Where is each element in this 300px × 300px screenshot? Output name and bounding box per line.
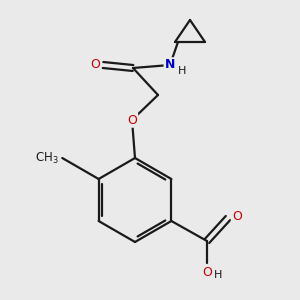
Text: O: O bbox=[90, 58, 100, 71]
Text: H: H bbox=[178, 66, 186, 76]
Text: O: O bbox=[127, 113, 137, 127]
Text: CH$_3$: CH$_3$ bbox=[34, 150, 58, 166]
Text: H: H bbox=[214, 270, 222, 280]
Text: O: O bbox=[202, 266, 212, 279]
Text: N: N bbox=[165, 58, 175, 71]
Text: O: O bbox=[232, 209, 242, 223]
